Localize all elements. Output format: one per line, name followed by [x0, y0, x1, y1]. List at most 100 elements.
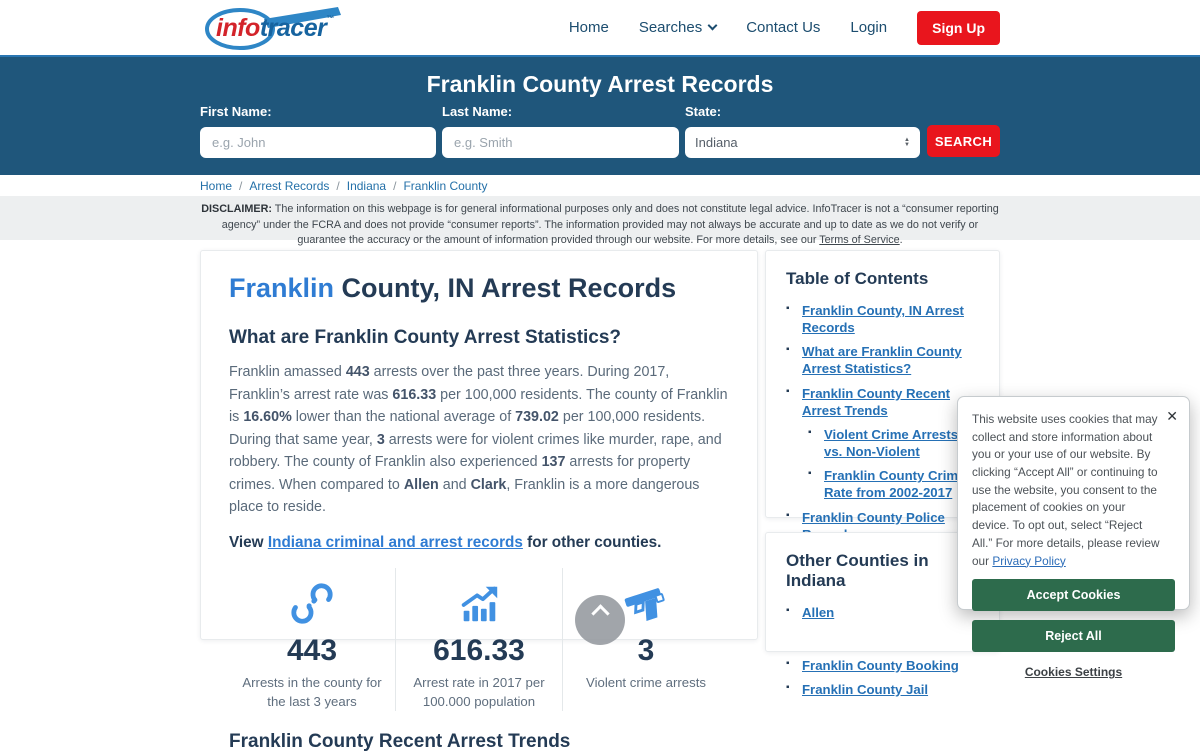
breadcrumb-separator: /	[393, 178, 397, 193]
accept-cookies-button[interactable]: Accept Cookies	[972, 579, 1175, 612]
state-select[interactable]: Indiana ▲ ▼	[685, 127, 920, 158]
privacy-policy-link[interactable]: Privacy Policy	[992, 553, 1066, 568]
toc-link-violent-vs-nonviolent[interactable]: Violent Crime Arrests vs. Non-Violent	[824, 426, 959, 460]
paragraph-run: Franklin amassed	[229, 364, 346, 380]
toc-link-statistics[interactable]: What are Franklin County Arrest Statisti…	[802, 344, 962, 377]
indiana-records-link[interactable]: Indiana criminal and arrest records	[267, 534, 523, 552]
toc-item: Franklin County, IN Arrest Records	[786, 302, 979, 336]
paragraph-run: arrests for property crimes. When compar…	[229, 454, 691, 493]
other-counties-list: Allen	[786, 604, 979, 621]
toc-item: Franklin County Jail	[786, 681, 979, 698]
disclaimer-text: The information on this webpage is for g…	[221, 203, 999, 247]
view-suffix: for other counties.	[522, 534, 662, 552]
stat-arrest-rate: 616.33	[392, 386, 437, 403]
first-name-label: First Name:	[200, 104, 272, 119]
nav-searches-label: Searches	[638, 19, 703, 36]
stats-paragraph: Franklin amassed 443 arrests over the pa…	[229, 361, 729, 519]
nav-contact-us[interactable]: Contact Us	[746, 19, 821, 36]
up-down-stepper-icon: ▲ ▼	[904, 136, 910, 148]
terms-of-service-link[interactable]: Terms of Service	[819, 234, 900, 247]
county-item: Allen	[786, 604, 979, 621]
nav-home[interactable]: Home	[568, 19, 609, 36]
stats-row: 443 Arrests in the county for the last 3…	[229, 568, 729, 712]
last-name-input[interactable]	[442, 127, 679, 158]
search-button[interactable]: SEARCH	[927, 125, 1000, 157]
stat-property-arrests: 137	[541, 454, 566, 471]
reject-all-button[interactable]: Reject All	[972, 620, 1175, 653]
infotracer-logo[interactable]: infotracer™	[200, 6, 360, 50]
paragraph-run: and	[438, 476, 471, 493]
stat-violent-arrests: 3	[376, 431, 385, 448]
next-section-heading: Franklin County Recent Arrest Trends	[229, 731, 571, 753]
paragraph-run: per 100,000 residents. The county of Fra…	[229, 386, 728, 426]
breadcrumb-separator: /	[239, 178, 243, 193]
toc-item: Franklin County Booking	[786, 657, 979, 674]
view-prefix: View	[229, 534, 268, 552]
chevron-down-icon	[707, 20, 718, 31]
stat-label: Arrest rate in 2017 per 100.000 populati…	[413, 675, 545, 709]
disclaimer-label: DISCLAIMER:	[201, 203, 272, 215]
stat-arrest-rate: 616.33 Arrest rate in 2017 per 100.000 p…	[395, 568, 562, 712]
disclaimer-banner: DISCLAIMER: The information on this webp…	[0, 196, 1200, 246]
paragraph-run: arrests over the past three years. Durin…	[229, 364, 670, 403]
breadcrumb-separator: /	[336, 178, 340, 193]
page-title: Franklin County Arrest Records	[426, 71, 774, 97]
cookie-message-text: This website uses cookies that may colle…	[972, 412, 1160, 568]
breadcrumb-arrest-records[interactable]: Arrest Records	[249, 178, 330, 193]
state-group: State: Indiana ▲ ▼	[685, 104, 920, 158]
stat-arrests: 443 Arrests in the county for the last 3…	[229, 568, 395, 711]
breadcrumb: Home / Arrest Records / Indiana / Frankl…	[0, 175, 1200, 196]
toc-item: Franklin County Recent Arrest Trends	[786, 385, 979, 419]
first-name-input[interactable]	[200, 127, 436, 158]
cookies-settings-link[interactable]: Cookies Settings	[1024, 665, 1123, 680]
toc-link-arrest-records[interactable]: Franklin County, IN Arrest Records	[802, 303, 964, 336]
stats-section-heading: What are Franklin County Arrest Statisti…	[229, 327, 622, 348]
view-records-line: View Indiana criminal and arrest records…	[229, 534, 729, 552]
toc-subitem: Violent Crime Arrests vs. Non-Violent	[808, 426, 979, 460]
logo-info-text: info	[216, 13, 260, 42]
nav-searches[interactable]: Searches	[638, 19, 718, 36]
toc-subitem: Franklin County Crime Rate from 2002-201…	[808, 467, 979, 501]
nav-login[interactable]: Login	[850, 19, 888, 36]
logo-trademark: ™	[326, 13, 334, 23]
breadcrumb-franklin-county[interactable]: Franklin County	[403, 178, 488, 193]
magnifier-swoosh-icon	[205, 6, 341, 50]
breadcrumb-indiana[interactable]: Indiana	[346, 178, 387, 193]
county-allen: Allen	[403, 476, 439, 493]
article-title-highlight: Franklin	[229, 273, 335, 303]
main-nav: Home Searches Contact Us Login Sign Up	[568, 10, 1000, 45]
breadcrumb-home[interactable]: Home	[200, 178, 233, 193]
cookie-consent-dialog: ✕ This website uses cookies that may col…	[957, 396, 1190, 679]
toc-link-booking[interactable]: Franklin County Booking	[802, 657, 959, 673]
county-link-allen[interactable]: Allen	[802, 605, 835, 620]
stat-value: 443	[286, 634, 338, 668]
toc-link-jail[interactable]: Franklin County Jail	[802, 681, 929, 697]
other-counties-title: Other Counties in Indiana	[786, 551, 929, 590]
article-title: Franklin County, IN Arrest Records	[229, 273, 729, 304]
sign-up-button[interactable]: Sign Up	[917, 10, 1000, 45]
paragraph-run: per 100,000 residents. During that same …	[229, 409, 706, 448]
last-name-group: Last Name:	[442, 104, 679, 158]
toc-link-recent-trends[interactable]: Franklin County Recent Arrest Trends	[802, 385, 951, 418]
state-selected-value: Indiana	[695, 135, 738, 150]
arrest-rate-trend-icon	[404, 580, 554, 628]
stat-national-average: 739.02	[515, 409, 559, 426]
logo-tracer-text: tracer	[259, 13, 327, 42]
gun-icon	[571, 580, 721, 628]
stat-label: Arrests in the county for the last 3 yea…	[242, 675, 382, 709]
stat-value: 616.33	[433, 634, 525, 668]
stat-label: Violent crime arrests	[586, 675, 706, 691]
stat-pct-vs-national: 16.60%	[243, 409, 292, 426]
toc-link-crime-rate[interactable]: Franklin County Crime Rate from 2002-201…	[824, 468, 966, 501]
toc-item: What are Franklin County Arrest Statisti…	[786, 343, 979, 377]
first-name-group: First Name:	[200, 104, 436, 158]
article-card: Franklin County, IN Arrest Records What …	[200, 250, 758, 752]
close-icon[interactable]: ✕	[1166, 408, 1178, 424]
handcuffs-icon	[237, 580, 387, 628]
paragraph-run: arrests were for violent crimes like mur…	[229, 431, 722, 471]
hero-search-section: Franklin County Arrest Records First Nam…	[0, 57, 1200, 175]
disclaimer-period: .	[899, 234, 903, 247]
county-clark: Clark	[470, 476, 507, 493]
back-to-top-button[interactable]	[575, 595, 625, 645]
logo-wordmark: infotracer™	[216, 14, 334, 43]
